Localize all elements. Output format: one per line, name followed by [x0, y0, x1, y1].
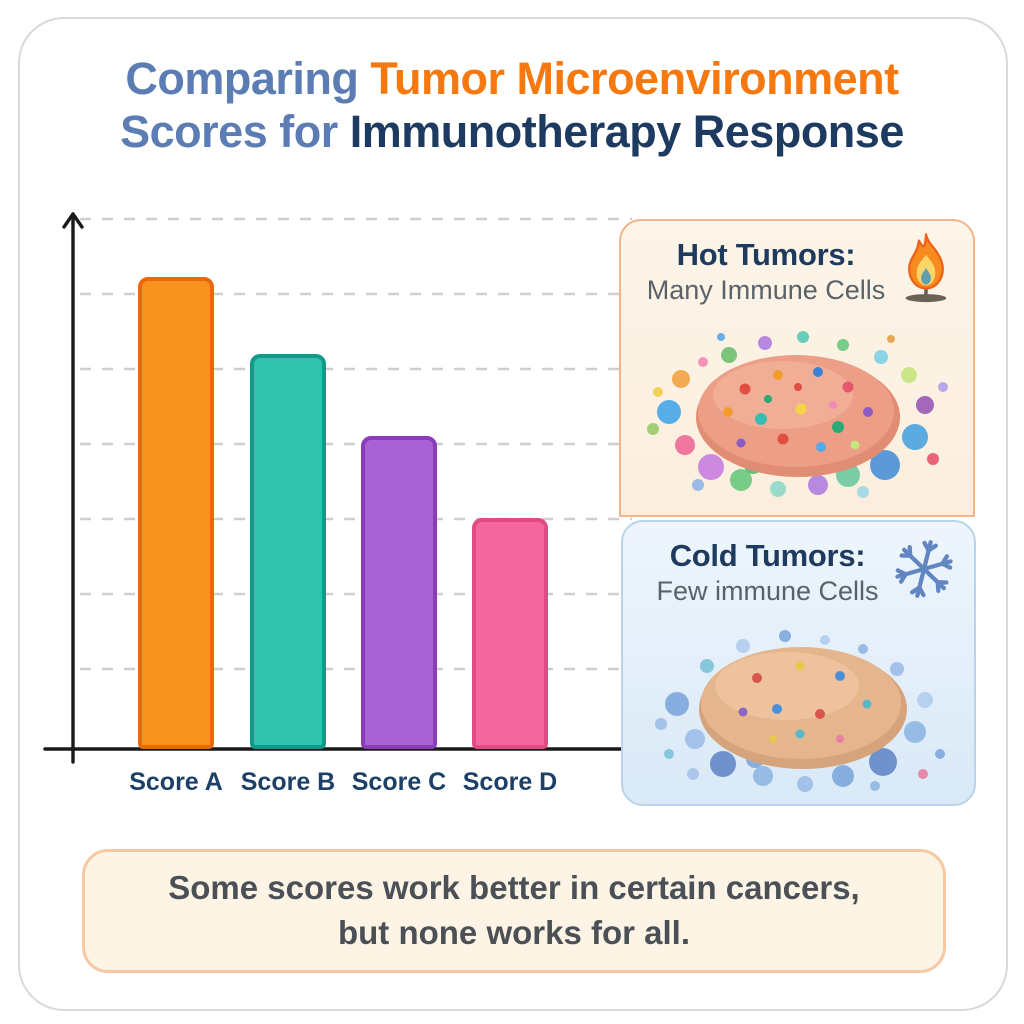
- cold-tumor-illustration: [655, 630, 945, 792]
- cold-tumors-panel: Cold Tumors: Few immune Cells: [621, 520, 976, 806]
- page-title: Comparing Tumor Microenvironment Scores …: [0, 52, 1024, 158]
- cold-tumors-subtitle: Few immune Cells: [656, 576, 879, 606]
- title-line-2: Scores for Immunotherapy Response: [0, 105, 1024, 158]
- hot-tumors-title: Hot Tumors:: [676, 237, 856, 272]
- x-label: Score C: [351, 768, 447, 796]
- footnote-line-1: Some scores work better in certain cance…: [168, 869, 860, 907]
- y-axis-arrow: [62, 212, 84, 229]
- snowflake-icon: [890, 540, 958, 606]
- footnote-box: Some scores work better in certain cance…: [82, 849, 946, 973]
- x-label: Score B: [240, 768, 336, 796]
- title-segment: Tumor Microenvironment: [370, 53, 899, 104]
- cold-tumors-title: Cold Tumors:: [669, 538, 866, 573]
- title-line-1: Comparing Tumor Microenvironment: [0, 52, 1024, 105]
- hot-tumors-panel: Hot Tumors: Many Immune Cells: [619, 219, 975, 517]
- bar-score-b: [250, 354, 326, 749]
- bar-score-d: [472, 518, 548, 749]
- title-segment: Scores for: [120, 106, 350, 158]
- x-axis-labels: Score A Score B Score C Score D: [0, 768, 660, 808]
- bar-score-c: [361, 436, 437, 749]
- axes: [43, 212, 636, 764]
- hot-tumors-subtitle: Many Immune Cells: [646, 275, 886, 305]
- footnote-line-2: but none works for all.: [337, 914, 691, 951]
- flame-icon: [905, 233, 947, 303]
- x-label: Score A: [129, 768, 223, 796]
- hot-tumors-heading: Hot Tumors: Many Immune Cells: [621, 237, 973, 306]
- bar-score-a: [138, 277, 214, 749]
- title-segment: Comparing: [125, 53, 371, 104]
- bar-chart: [0, 200, 660, 749]
- cold-tumors-heading: Cold Tumors: Few immune Cells: [623, 538, 974, 607]
- hot-tumor-illustration: [647, 331, 948, 498]
- x-label: Score D: [462, 768, 558, 796]
- title-segment: Immunotherapy Response: [349, 106, 905, 158]
